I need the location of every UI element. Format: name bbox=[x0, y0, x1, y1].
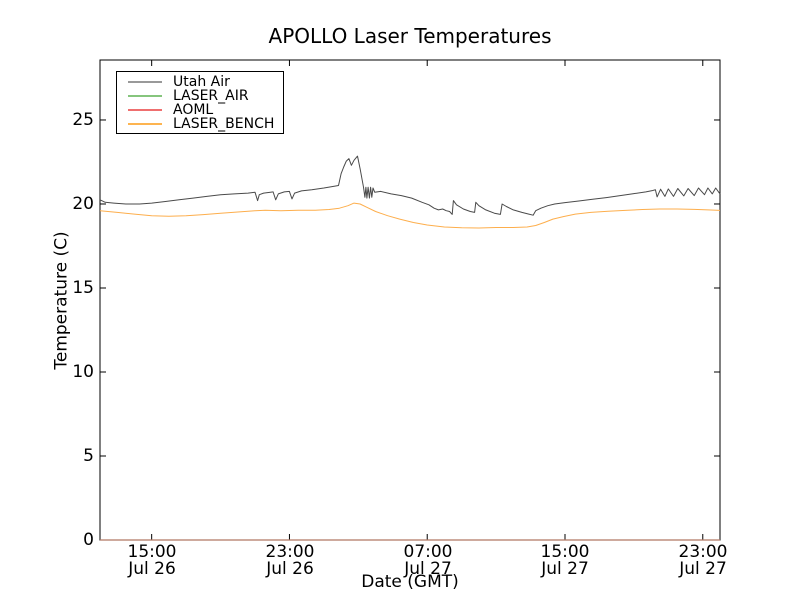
x-tick-date: Jul 27 bbox=[404, 559, 452, 579]
legend-line-swatch bbox=[128, 123, 162, 125]
y-tick-label: 25 bbox=[72, 110, 94, 130]
legend-item-label: AOML bbox=[173, 102, 214, 118]
legend-line-swatch bbox=[128, 95, 162, 97]
x-tick-date: Jul 27 bbox=[541, 559, 589, 579]
x-tick-time: 15:00 bbox=[540, 542, 590, 562]
legend-item-label: LASER_AIR bbox=[173, 88, 249, 104]
y-tick-label: 20 bbox=[72, 194, 94, 214]
x-tick-time: 23:00 bbox=[265, 542, 315, 562]
legend-item: AOML bbox=[117, 103, 283, 117]
x-tick-label: 15:00 Jul 27 bbox=[520, 544, 610, 578]
y-tick-label: 5 bbox=[83, 446, 94, 466]
x-tick-label: 23:00 Jul 27 bbox=[658, 544, 748, 578]
legend-item: LASER_BENCH bbox=[117, 117, 283, 131]
chart-title: APOLLO Laser Temperatures bbox=[268, 24, 552, 48]
y-tick-label: 0 bbox=[83, 530, 94, 550]
y-axis-label: Temperature (C) bbox=[51, 231, 72, 370]
legend-line-swatch bbox=[128, 109, 162, 111]
x-tick-date: Jul 27 bbox=[679, 559, 727, 579]
x-tick-label: 23:00 Jul 26 bbox=[245, 544, 335, 578]
legend-item: LASER_AIR bbox=[117, 89, 283, 103]
x-axis-label: Date (GMT) bbox=[361, 572, 459, 592]
legend-item-label: LASER_BENCH bbox=[173, 116, 275, 132]
x-tick-label: 15:00 Jul 26 bbox=[107, 544, 197, 578]
x-tick-time: 07:00 bbox=[403, 542, 453, 562]
legend-item-label: Utah Air bbox=[173, 74, 230, 90]
legend-item: Utah Air bbox=[117, 75, 283, 89]
y-tick-label: 10 bbox=[72, 362, 94, 382]
x-tick-date: Jul 26 bbox=[128, 559, 176, 579]
legend-line-swatch bbox=[128, 81, 162, 83]
legend: Utah Air LASER_AIR AOML LASER_BENCH bbox=[116, 71, 284, 134]
x-tick-label: 07:00 Jul 27 bbox=[383, 544, 473, 578]
y-tick-label: 15 bbox=[72, 278, 94, 298]
x-tick-time: 15:00 bbox=[127, 542, 177, 562]
x-tick-time: 23:00 bbox=[678, 542, 728, 562]
x-tick-date: Jul 26 bbox=[266, 559, 314, 579]
